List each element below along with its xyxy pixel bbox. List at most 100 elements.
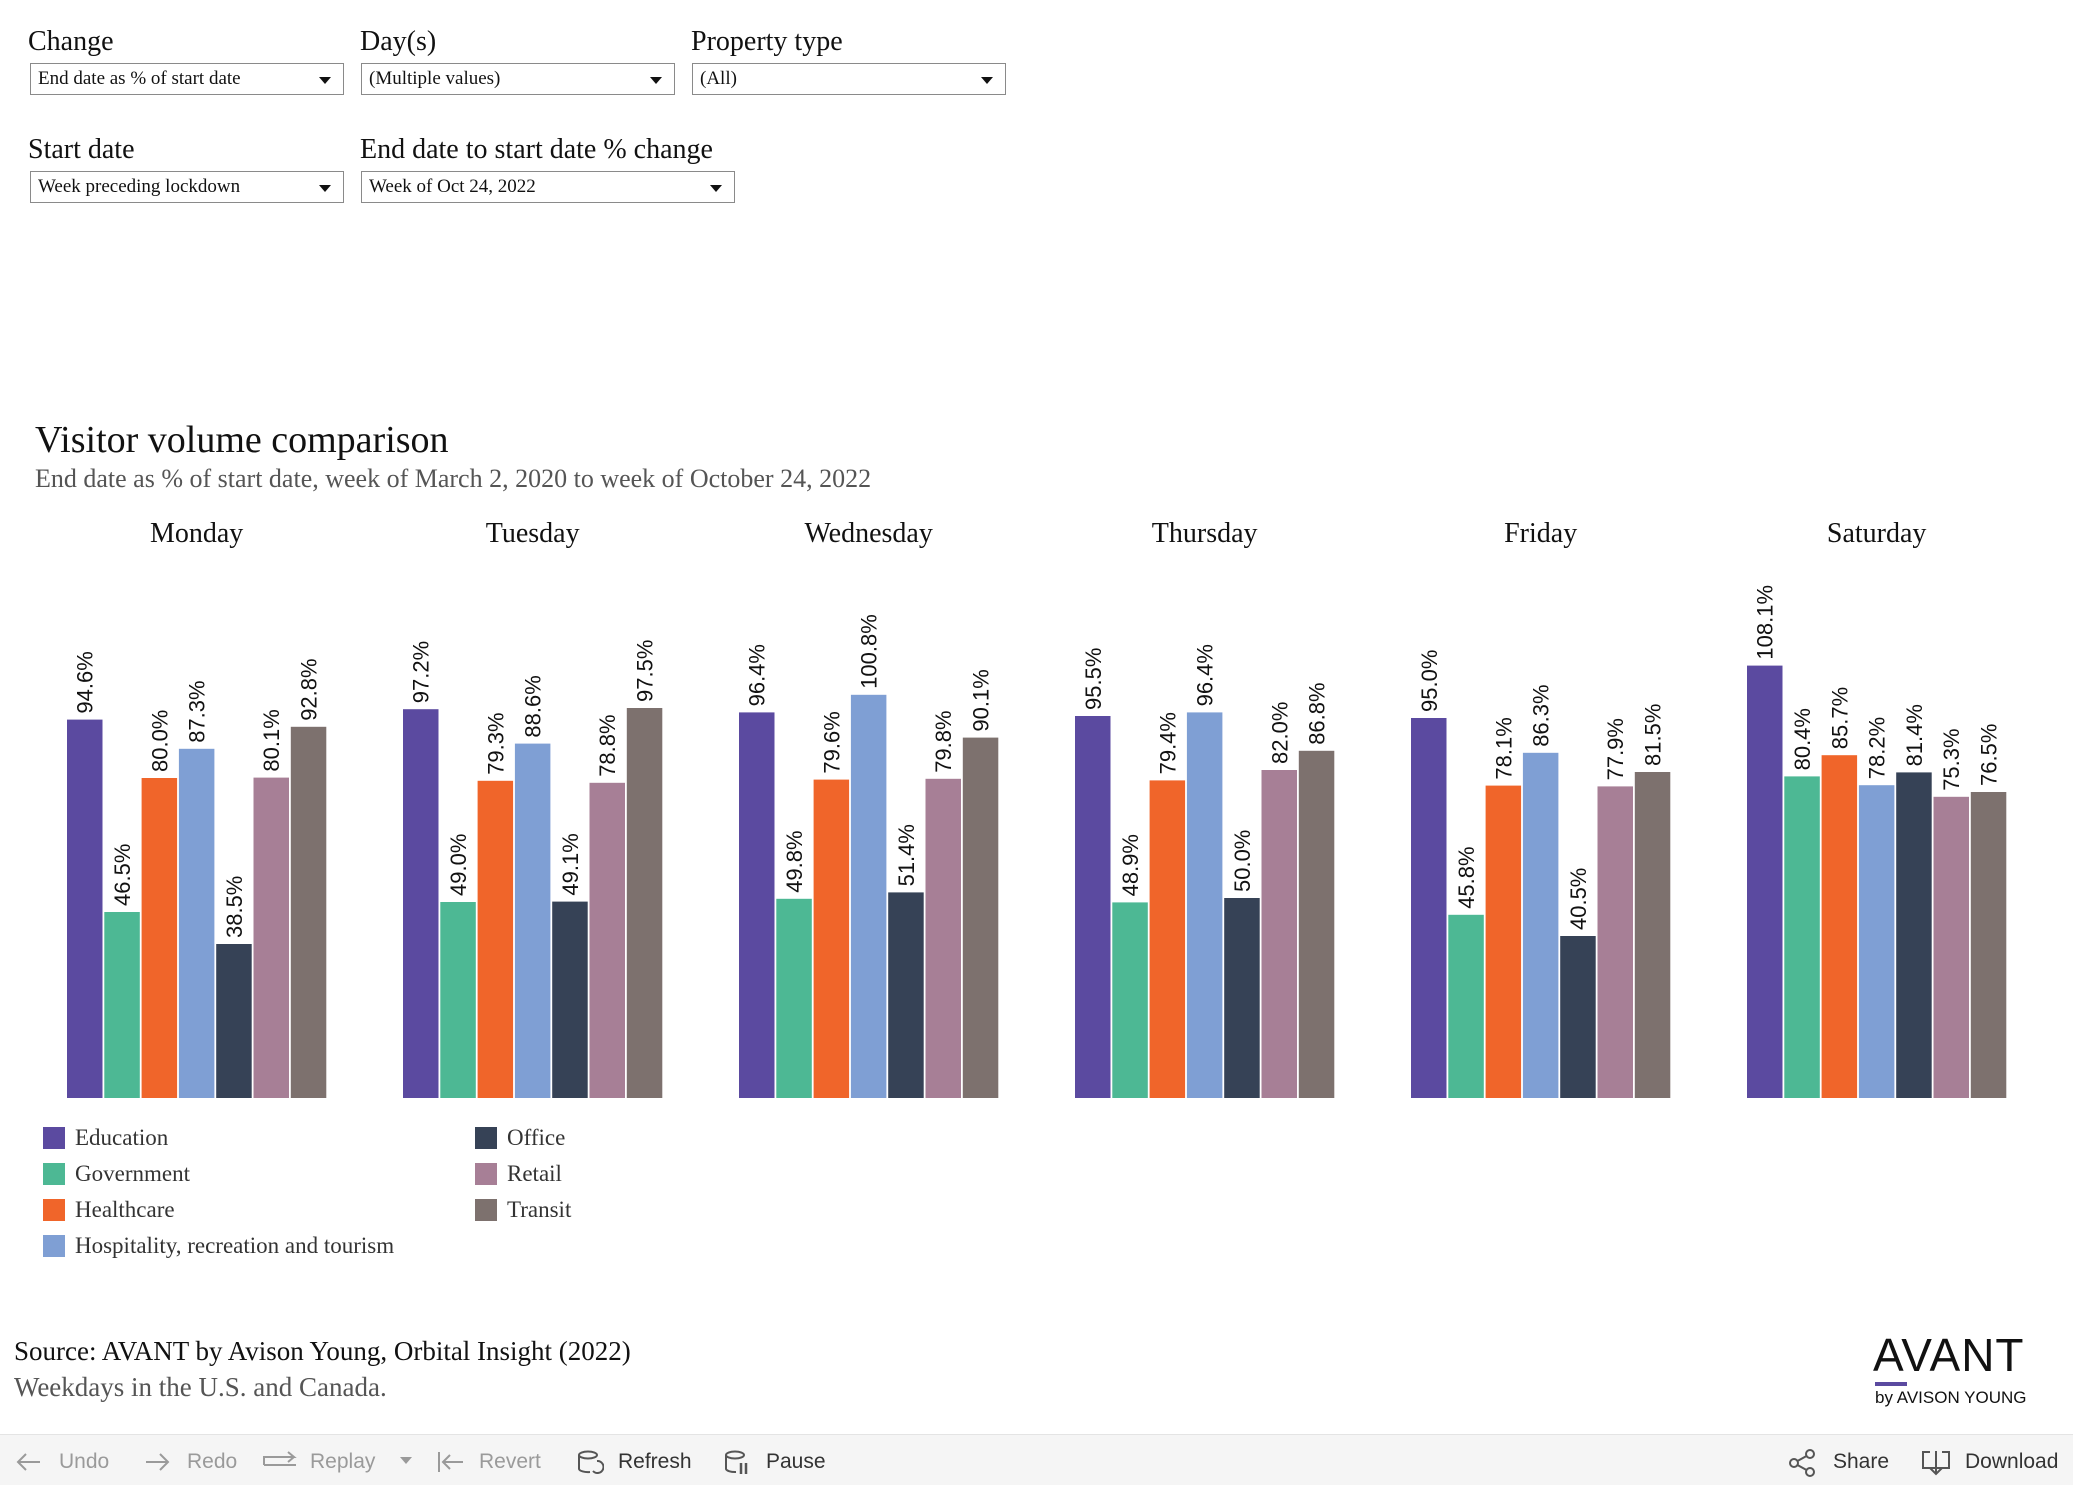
undo-label: Undo xyxy=(59,1450,110,1473)
bar-education-friday[interactable] xyxy=(1411,718,1447,1098)
data-label: 45.8% xyxy=(1454,846,1479,908)
data-label: 86.3% xyxy=(1529,684,1554,746)
filter-start-date: Start date xyxy=(28,134,135,166)
data-label: 50.0% xyxy=(1230,830,1255,892)
start-date-dropdown[interactable]: Week preceding lockdown xyxy=(30,171,344,203)
logo-accent-bar xyxy=(1875,1382,1907,1386)
refresh-label: Refresh xyxy=(618,1450,692,1473)
data-label: 90.1% xyxy=(969,669,994,731)
start-date-dropdown-value: Week preceding lockdown xyxy=(38,176,241,197)
data-label: 88.6% xyxy=(521,675,546,737)
data-label: 78.8% xyxy=(595,714,620,776)
data-label: 80.4% xyxy=(1790,708,1815,770)
change-dropdown-value: End date as % of start date xyxy=(38,68,241,89)
filter-days: Day(s) xyxy=(360,26,436,58)
bar-education-thursday[interactable] xyxy=(1075,716,1111,1098)
undo-icon xyxy=(16,1453,40,1471)
legend-swatch xyxy=(43,1199,65,1221)
bar-chart: Monday 94.6% 46.5% 80.0% 87.3% 38.5% 80.1% 92.8… xyxy=(67,518,2007,1098)
bar-office-wednesday[interactable] xyxy=(888,892,924,1098)
bar-transit-friday[interactable] xyxy=(1634,772,1671,1098)
bar-healthcare-thursday[interactable] xyxy=(1149,780,1186,1098)
bar-hospitality-recreation-and-tourism-tuesday[interactable] xyxy=(514,743,551,1098)
bar-transit-tuesday[interactable] xyxy=(626,708,663,1098)
bar-hospitality-recreation-and-tourism-saturday[interactable] xyxy=(1858,785,1895,1098)
logo-sub-text: by AVISON YOUNG xyxy=(1875,1388,2027,1407)
bar-hospitality-recreation-and-tourism-thursday[interactable] xyxy=(1186,712,1223,1098)
download-label: Download xyxy=(1965,1450,2059,1473)
bar-education-saturday[interactable] xyxy=(1747,665,1783,1098)
data-label: 96.4% xyxy=(745,644,770,706)
note-text: Weekdays in the U.S. and Canada. xyxy=(14,1372,387,1402)
panel-wednesday: Wednesday 96.4% 49.8% 79.6% 100.8% 51.4% 79.8%… xyxy=(739,518,999,1098)
bar-hospitality-recreation-and-tourism-monday[interactable] xyxy=(178,748,215,1098)
data-label: 40.5% xyxy=(1566,868,1591,930)
bar-government-monday[interactable] xyxy=(104,912,140,1098)
end-date-dropdown[interactable]: Week of Oct 24, 2022 xyxy=(361,171,735,203)
data-label: 78.2% xyxy=(1865,717,1890,779)
bar-transit-wednesday[interactable] xyxy=(962,737,999,1098)
data-label: 86.8% xyxy=(1305,682,1330,744)
change-dropdown[interactable]: End date as % of start date xyxy=(30,63,344,95)
data-label: 80.1% xyxy=(259,709,284,771)
bar-education-monday[interactable] xyxy=(67,719,103,1098)
legend-swatch xyxy=(475,1163,497,1185)
bar-retail-monday[interactable] xyxy=(253,777,290,1098)
bar-healthcare-saturday[interactable] xyxy=(1821,755,1858,1098)
bar-hospitality-recreation-and-tourism-friday[interactable] xyxy=(1522,752,1559,1098)
bar-healthcare-tuesday[interactable] xyxy=(477,780,514,1098)
bar-office-monday[interactable] xyxy=(216,944,252,1098)
replay-label: Replay xyxy=(310,1450,376,1473)
bar-office-thursday[interactable] xyxy=(1224,898,1260,1098)
bar-transit-monday[interactable] xyxy=(290,726,327,1098)
bar-healthcare-monday[interactable] xyxy=(141,778,178,1098)
data-label: 95.5% xyxy=(1081,648,1106,710)
bar-healthcare-friday[interactable] xyxy=(1485,785,1522,1098)
panel-header: Tuesday xyxy=(486,518,580,549)
bar-education-tuesday[interactable] xyxy=(403,709,439,1098)
filter-start-date-label: Start date xyxy=(28,134,135,165)
bar-transit-saturday[interactable] xyxy=(1970,792,2007,1098)
panel-saturday: Saturday 108.1% 80.4% 85.7% 78.2% 81.4% 75.3% 7… xyxy=(1747,518,2007,1098)
bar-retail-tuesday[interactable] xyxy=(589,782,626,1098)
legend-swatch xyxy=(475,1127,497,1149)
bar-hospitality-recreation-and-tourism-wednesday[interactable] xyxy=(850,694,887,1098)
bar-office-tuesday[interactable] xyxy=(552,901,588,1098)
bar-office-saturday[interactable] xyxy=(1896,772,1932,1098)
days-dropdown[interactable]: (Multiple values) xyxy=(361,63,675,95)
data-label: 76.5% xyxy=(1977,724,2002,786)
pause-icon xyxy=(725,1450,748,1474)
legend-label: Government xyxy=(75,1161,190,1186)
data-label: 46.5% xyxy=(110,844,135,906)
property-type-dropdown[interactable]: (All) xyxy=(692,63,1006,95)
data-label: 82.0% xyxy=(1267,702,1292,764)
bar-government-thursday[interactable] xyxy=(1112,902,1148,1098)
data-label: 94.6% xyxy=(73,651,98,713)
bar-government-wednesday[interactable] xyxy=(776,898,812,1098)
bar-transit-thursday[interactable] xyxy=(1298,750,1335,1098)
bar-retail-friday[interactable] xyxy=(1597,786,1634,1098)
filter-end-date: End date to start date % change xyxy=(360,134,713,166)
panel-tuesday: Tuesday 97.2% 49.0% 79.3% 88.6% 49.1% 78.8% 97.… xyxy=(403,518,663,1098)
dropdown-arrow-icon xyxy=(650,77,662,84)
revert-label: Revert xyxy=(479,1450,541,1473)
bar-government-saturday[interactable] xyxy=(1784,776,1820,1098)
legend-label: Transit xyxy=(507,1197,572,1222)
bar-retail-thursday[interactable] xyxy=(1261,770,1298,1098)
bar-government-friday[interactable] xyxy=(1448,914,1484,1098)
panel-header: Thursday xyxy=(1152,518,1258,549)
data-label: 79.3% xyxy=(483,712,508,774)
bar-government-tuesday[interactable] xyxy=(440,902,476,1098)
bar-education-wednesday[interactable] xyxy=(739,712,775,1098)
source-text: Source: AVANT by Avison Young, Orbital I… xyxy=(14,1336,631,1366)
legend-swatch xyxy=(43,1235,65,1257)
data-label: 97.2% xyxy=(409,641,434,703)
filter-change-label: Change xyxy=(28,26,114,57)
toolbar: Undo Redo Replay Revert Refresh xyxy=(0,1434,2073,1485)
bar-retail-saturday[interactable] xyxy=(1933,796,1970,1098)
bar-retail-wednesday[interactable] xyxy=(925,778,962,1098)
bar-office-friday[interactable] xyxy=(1560,936,1596,1098)
download-icon xyxy=(1922,1451,1950,1476)
end-date-dropdown-value: Week of Oct 24, 2022 xyxy=(369,176,536,197)
bar-healthcare-wednesday[interactable] xyxy=(813,779,850,1098)
